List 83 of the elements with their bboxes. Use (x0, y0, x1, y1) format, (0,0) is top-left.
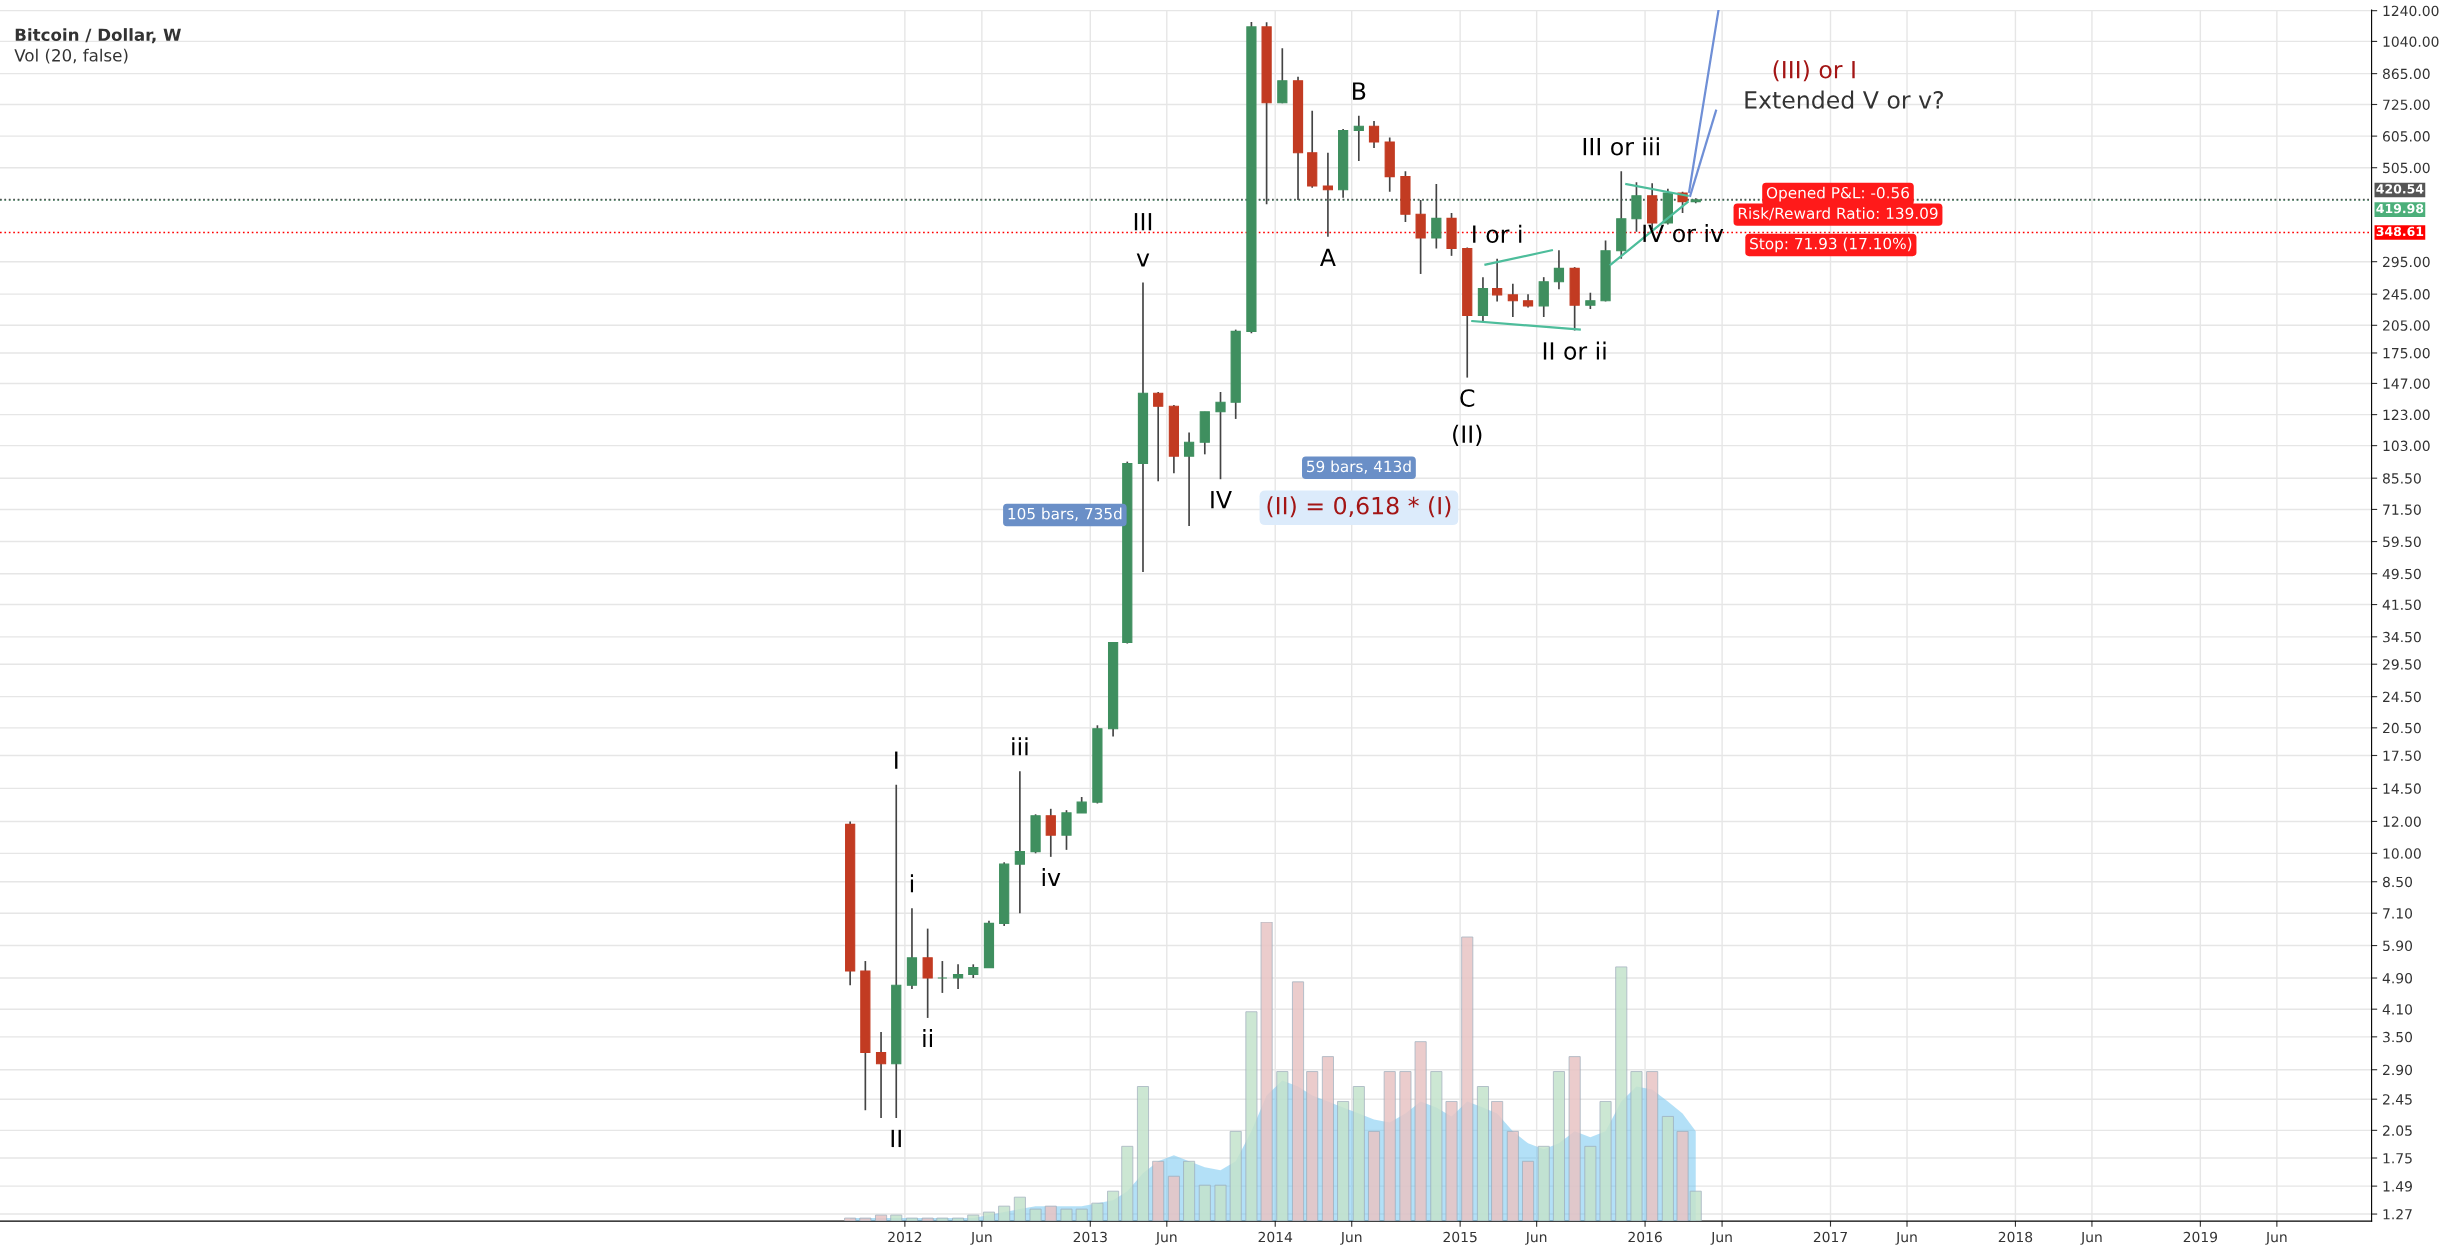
ref-line-label: 419.98 (2376, 203, 2424, 214)
annotation: Stop: 71.93 (17.10%) (1750, 237, 1912, 253)
y-tick-label: 295.00 (2383, 256, 2430, 268)
y-tick-label: 24.50 (2383, 691, 2421, 703)
annotation: II (891, 1129, 901, 1148)
y-tick-label: 505.00 (2383, 162, 2430, 174)
y-tick-label: 3.50 (2383, 1031, 2413, 1043)
y-tick-label: 205.00 (2383, 320, 2430, 331)
x-tick-label: Jun (1155, 1231, 1177, 1245)
annotation: 59 bars, 413d (1307, 460, 1411, 474)
annotation: Opened P&L: -0.56 (1766, 186, 1909, 202)
y-tick-label: 605.00 (2382, 131, 2430, 142)
annotation: III (1134, 213, 1152, 231)
y-tick-label: 5.90 (2383, 940, 2413, 952)
y-tick-label: 2.05 (2383, 1125, 2412, 1136)
annotation: (II) (1453, 424, 1482, 446)
y-tick-label: 71.50 (2383, 504, 2421, 515)
x-tick-label: 2014 (1258, 1231, 1293, 1243)
x-tick-label: 2018 (1998, 1231, 2033, 1243)
y-tick-label: 4.10 (2382, 1004, 2413, 1015)
x-tick-label: Jun (2265, 1231, 2287, 1245)
annotation: III or iii (1583, 137, 1659, 156)
y-tick-label: 865.00 (2382, 68, 2430, 80)
y-tick-label: 4.90 (2382, 972, 2413, 984)
annotation: B (1353, 82, 1366, 100)
x-tick-label: Jun (2080, 1231, 2102, 1245)
y-tick-label: 8.50 (2382, 876, 2413, 888)
annotation: Extended V or v? (1745, 90, 1943, 109)
y-tick-label: 41.50 (2382, 599, 2421, 611)
x-tick-label: Jun (970, 1231, 992, 1245)
x-tick-label: 2016 (1628, 1231, 1662, 1243)
y-tick-label: 2.90 (2383, 1064, 2413, 1076)
x-tick-label: 2015 (1443, 1231, 1477, 1243)
x-tick-label: 2012 (888, 1231, 922, 1243)
text: Vol (20, false) (14, 48, 128, 64)
ref-line-label: 348.61 (2376, 226, 2424, 237)
y-tick-label: 1.75 (2383, 1153, 2412, 1164)
annotation: I or i (1473, 224, 1522, 244)
y-tick-label: 7.10 (2383, 908, 2413, 919)
annotation: i (910, 874, 914, 893)
y-tick-label: 59.50 (2383, 536, 2421, 548)
ref-line-label: 420.54 (2376, 184, 2424, 194)
y-tick-label: 725.00 (2383, 99, 2430, 110)
y-tick-label: 1.49 (2383, 1181, 2412, 1192)
annotation: II or ii (1543, 341, 1606, 360)
y-tick-label: 1040.00 (2383, 36, 2439, 47)
annotation: Risk/Reward Ratio: 139.09 (1738, 207, 1938, 221)
y-tick-label: 17.50 (2383, 750, 2421, 761)
y-tick-label: 29.50 (2383, 659, 2421, 670)
y-tick-label: 49.50 (2382, 568, 2421, 580)
y-tick-label: 123.00 (2383, 409, 2430, 421)
x-tick-label: Jun (1525, 1231, 1547, 1245)
y-tick-label: 85.50 (2382, 473, 2421, 484)
y-tick-label: 175.00 (2383, 347, 2430, 359)
y-tick-label: 10.00 (2383, 848, 2421, 859)
annotation: I (895, 751, 898, 769)
x-tick-label: Jun (1710, 1231, 1732, 1245)
annotation: iii (1012, 737, 1028, 756)
text: Bitcoin / Dollar, W (15, 28, 181, 44)
y-tick-label: 1.27 (2383, 1209, 2412, 1220)
annotation: v (1136, 253, 1150, 267)
annotation: 105 bars, 735d (1008, 507, 1122, 521)
x-tick-label: Jun (1895, 1231, 1917, 1245)
annotation: C (1460, 389, 1475, 407)
y-tick-label: 34.50 (2383, 631, 2421, 643)
annotation: ii (923, 1029, 933, 1047)
x-tick-label: 2019 (2183, 1231, 2218, 1243)
annotation: A (1320, 248, 1336, 266)
y-tick-label: 1240.00 (2383, 5, 2439, 17)
annotation: iv (1042, 867, 1061, 886)
y-tick-label: 147.00 (2383, 378, 2430, 389)
y-tick-label: 12.00 (2383, 816, 2421, 827)
y-tick-label: 14.50 (2383, 783, 2421, 794)
annotation: (II) = 0,618 * (I) (1267, 496, 1451, 518)
y-tick-label: 245.00 (2383, 289, 2430, 300)
x-tick-label: 2017 (1813, 1231, 1847, 1243)
x-tick-label: Jun (1340, 1231, 1362, 1245)
annotation: (III) or I (1773, 60, 1855, 82)
y-tick-label: 2.45 (2383, 1094, 2412, 1105)
x-tick-label: 2013 (1073, 1231, 1107, 1243)
annotation: IV (1211, 491, 1232, 509)
y-tick-label: 20.50 (2383, 722, 2421, 734)
y-tick-label: 103.00 (2383, 440, 2430, 452)
